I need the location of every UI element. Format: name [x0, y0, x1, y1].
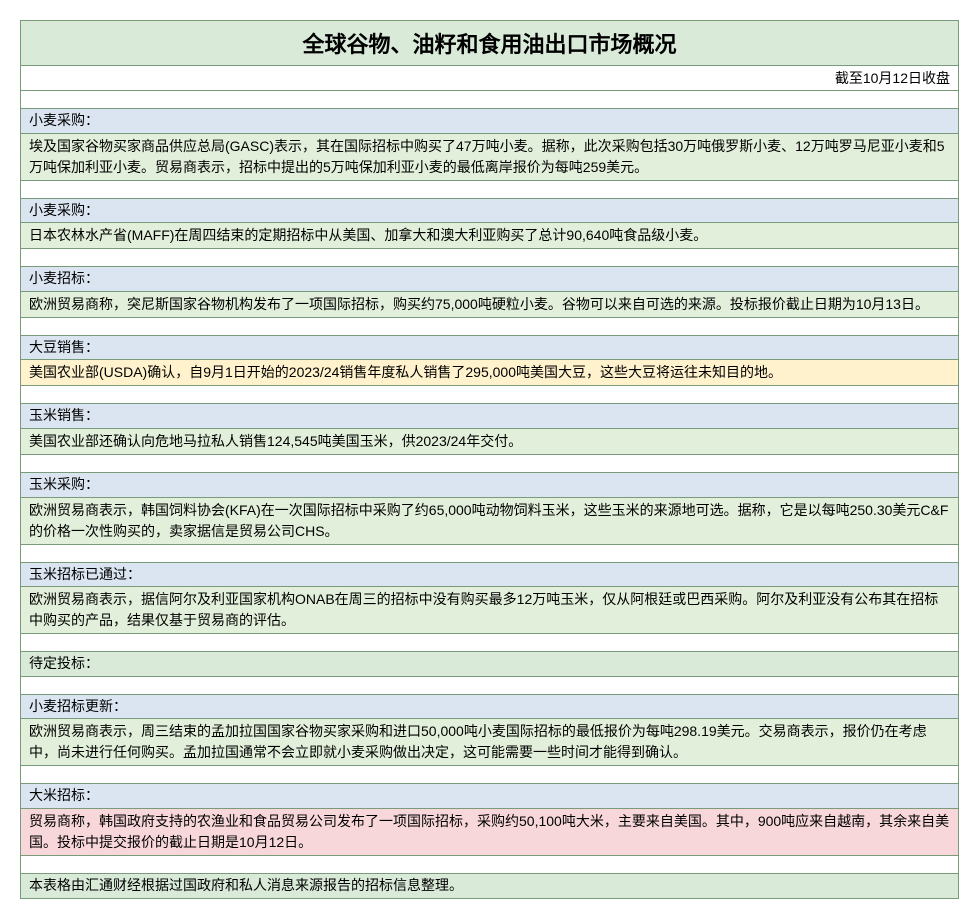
spacer — [21, 91, 959, 109]
spacer — [21, 634, 959, 652]
spacer — [21, 249, 959, 267]
section-content-3: 美国农业部(USDA)确认，自9月1日开始的2023/24销售年度私人销售了29… — [21, 360, 959, 386]
section-content-1: 日本农林水产省(MAFF)在周四结束的定期招标中从美国、加拿大和澳大利亚购买了总… — [21, 223, 959, 249]
section-content-8: 欧洲贸易商表示，周三结束的孟加拉国国家谷物买家采购和进口50,000吨小麦国际招… — [21, 719, 959, 766]
report-title: 全球谷物、油籽和食用油出口市场概况 — [21, 21, 959, 66]
spacer — [21, 180, 959, 198]
section-header-2: 小麦招标： — [21, 267, 959, 292]
section-header-7: 待定投标： — [21, 652, 959, 677]
section-content-9: 贸易商称，韩国政府支持的农渔业和食品贸易公司发布了一项国际招标，采购约50,10… — [21, 808, 959, 855]
section-header-6: 玉米招标已通过： — [21, 562, 959, 587]
section-header-1: 小麦采购： — [21, 198, 959, 223]
spacer — [21, 676, 959, 694]
section-content-6: 欧洲贸易商表示，据信阿尔及利亚国家机构ONAB在周三的招标中没有购买最多12万吨… — [21, 587, 959, 634]
market-overview-table: 全球谷物、油籽和食用油出口市场概况截至10月12日收盘小麦采购：埃及国家谷物买家… — [20, 20, 959, 899]
spacer — [21, 544, 959, 562]
section-header-3: 大豆销售： — [21, 335, 959, 360]
section-content-2: 欧洲贸易商称，突尼斯国家谷物机构发布了一项国际招标，购买约75,000吨硬粒小麦… — [21, 291, 959, 317]
section-header-9: 大米招标： — [21, 784, 959, 809]
spacer — [21, 454, 959, 472]
spacer — [21, 317, 959, 335]
section-header-0: 小麦采购： — [21, 109, 959, 134]
section-content-4: 美国农业部还确认向危地马拉私人销售124,545吨美国玉米，供2023/24年交… — [21, 428, 959, 454]
report-footer: 本表格由汇通财经根据过国政府和私人消息来源报告的招标信息整理。 — [21, 873, 959, 898]
spacer — [21, 766, 959, 784]
spacer — [21, 386, 959, 404]
section-header-4: 玉米销售： — [21, 404, 959, 429]
section-content-0: 埃及国家谷物买家商品供应总局(GASC)表示，其在国际招标中购买了47万吨小麦。… — [21, 133, 959, 180]
section-header-8: 小麦招标更新： — [21, 694, 959, 719]
spacer — [21, 855, 959, 873]
section-header-5: 玉米采购： — [21, 472, 959, 497]
report-subtitle: 截至10月12日收盘 — [21, 66, 959, 91]
section-content-5: 欧洲贸易商表示，韩国饲料协会(KFA)在一次国际招标中采购了约65,000吨动物… — [21, 497, 959, 544]
